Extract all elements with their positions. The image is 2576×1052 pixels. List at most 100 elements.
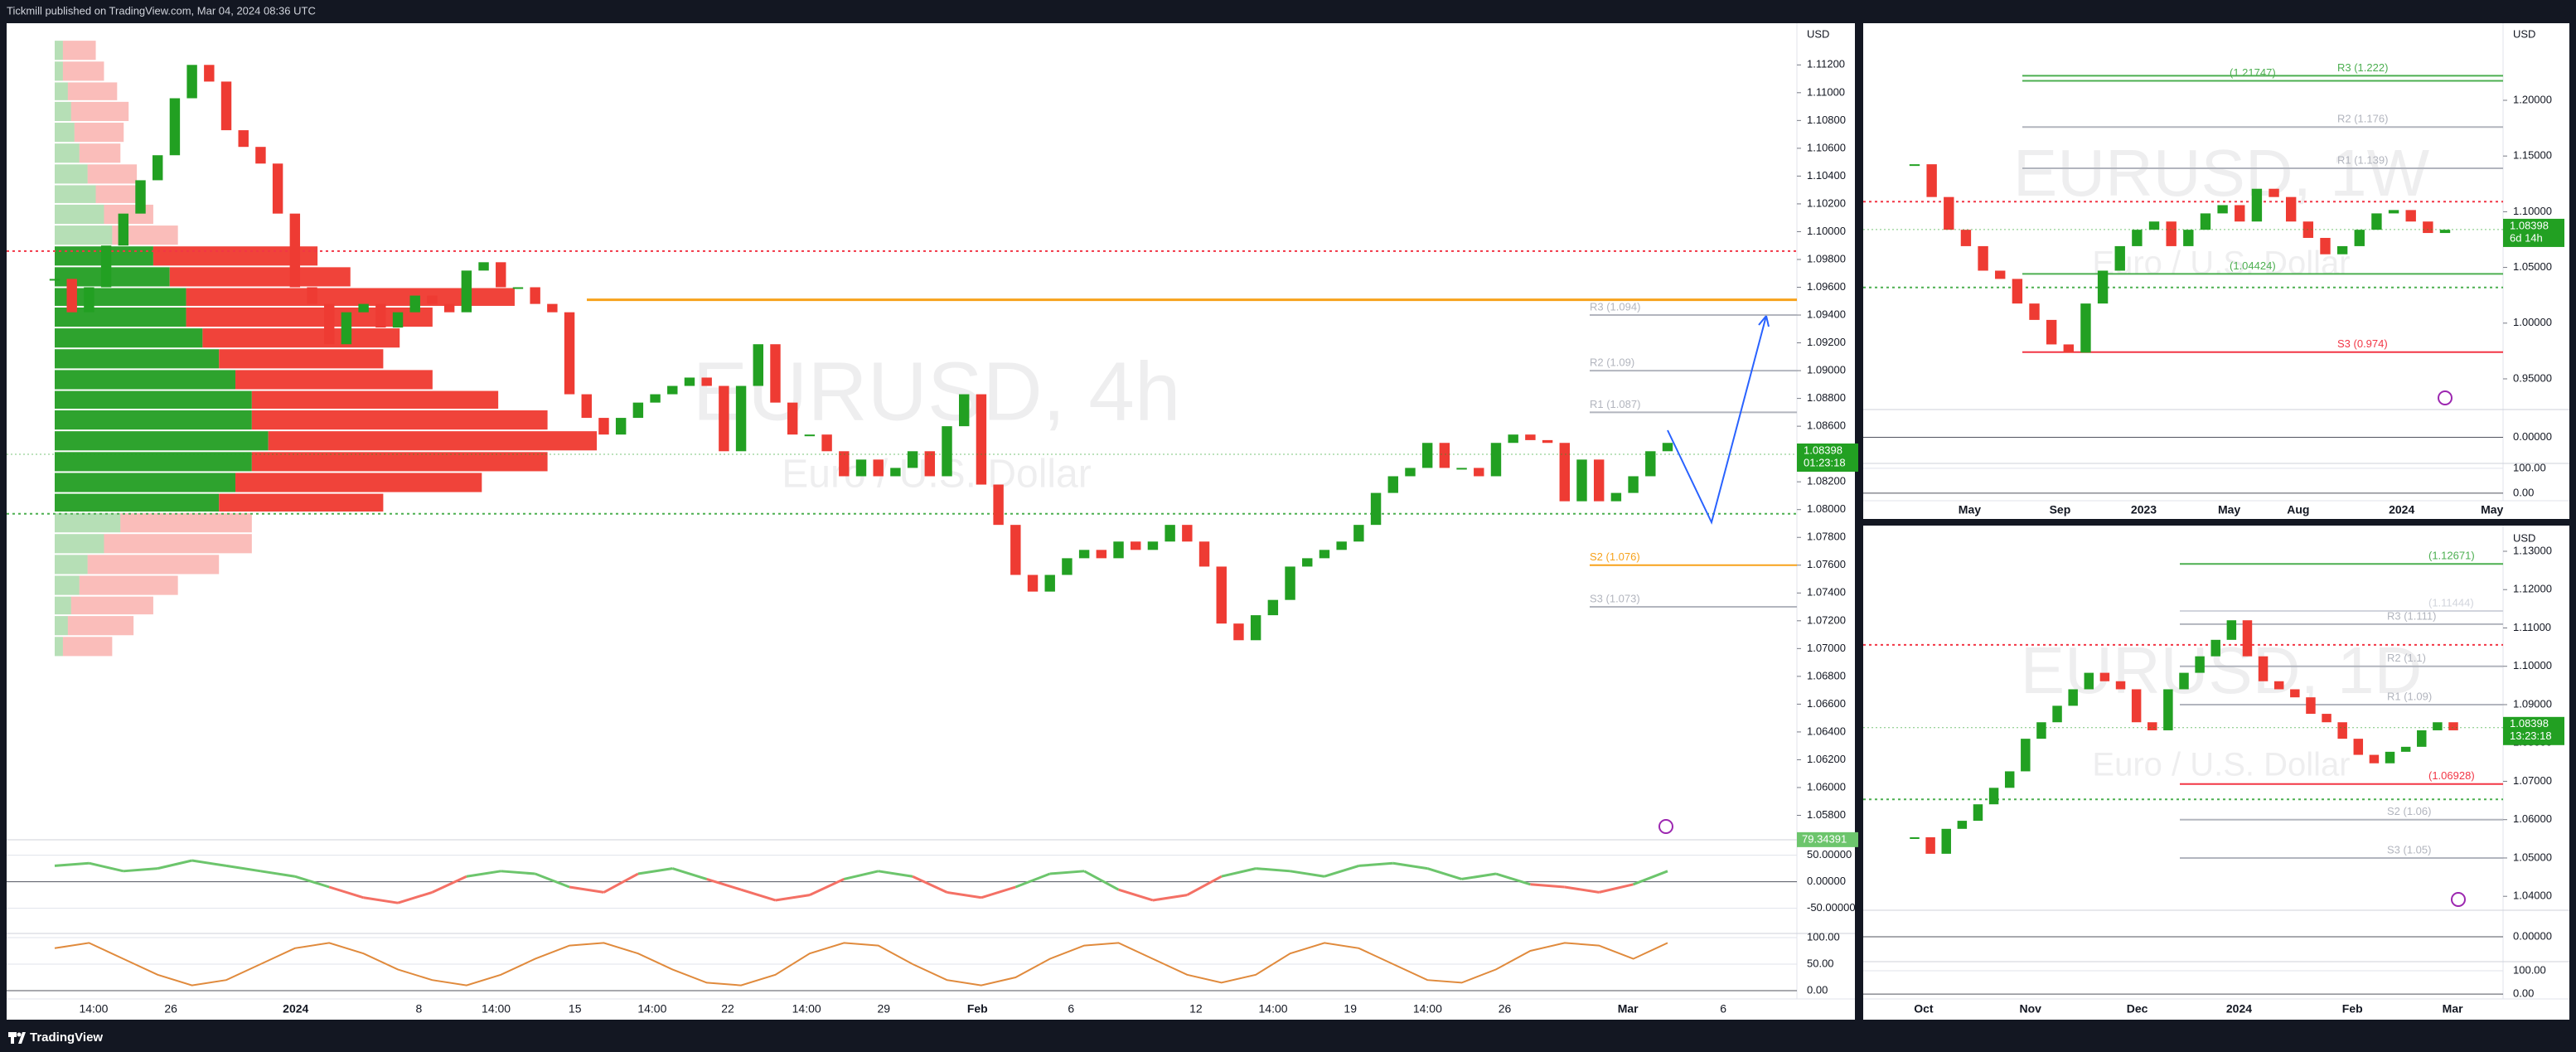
indicator-tick-label: 0.00000	[1807, 875, 1846, 887]
level-label: R2 (1.176)	[2337, 113, 2388, 125]
oscillator-segment	[843, 870, 879, 880]
candle	[770, 344, 781, 403]
y-tick-label: 1.06200	[1807, 753, 1846, 765]
candle	[1909, 164, 1920, 167]
oscillator-segment	[328, 885, 365, 899]
profile-up	[55, 82, 68, 100]
x-tick-label: Feb	[2342, 1002, 2363, 1016]
candle	[753, 344, 763, 386]
candle	[701, 377, 712, 386]
candle	[1353, 525, 1364, 542]
profile-up	[55, 410, 252, 430]
candle	[1131, 541, 1141, 550]
oscillator-segment	[501, 870, 535, 875]
x-tick-label: May	[1959, 503, 1981, 516]
candle	[461, 270, 472, 313]
candle	[684, 377, 695, 386]
y-tick-label: 1.04000	[2513, 890, 2552, 902]
oscillator-segment	[1598, 883, 1634, 894]
candle	[1421, 443, 1433, 468]
oscillator-segment	[466, 870, 501, 878]
y-tick-label: 1.07000	[2513, 774, 2552, 787]
watermark-title: EURUSD, 1D	[2021, 633, 2423, 707]
candle	[1559, 443, 1570, 502]
level-label: R1 (1.087)	[1590, 398, 1640, 410]
candle	[2354, 230, 2365, 246]
y-tick-label: 1.07400	[1807, 586, 1846, 599]
x-tick-label: 22	[721, 1002, 734, 1016]
profile-down	[79, 143, 121, 163]
candle	[581, 394, 592, 419]
candle	[1113, 541, 1124, 559]
y-tick-label: 1.09000	[1807, 364, 1846, 376]
candle	[2068, 689, 2078, 706]
candle	[512, 287, 524, 289]
y-tick-label: 1.06000	[2513, 812, 2552, 825]
oscillator-segment	[1633, 870, 1668, 886]
candle	[238, 130, 249, 148]
candle	[2439, 230, 2451, 234]
profile-down	[79, 575, 178, 595]
x-tick-label: 14:00	[79, 1002, 108, 1016]
y-tick-label: 1.20000	[2513, 93, 2552, 105]
candle	[1988, 788, 1999, 805]
x-tick-label: 14:00	[1259, 1002, 1288, 1016]
candle	[2099, 672, 2110, 681]
candle	[186, 65, 197, 99]
candle	[1490, 443, 1502, 477]
oscillator-segment	[431, 875, 467, 894]
candle	[2004, 771, 2015, 788]
y-tick-label: 1.09400	[1807, 308, 1846, 320]
candle	[907, 451, 918, 468]
watermark-title: EURUSD, 4h	[692, 345, 1180, 438]
candle	[1439, 443, 1450, 468]
candle	[2258, 656, 2269, 681]
profile-up	[55, 473, 236, 492]
candle	[598, 418, 609, 435]
weekly-pane	[1863, 23, 2569, 519]
level-label: R2 (1.09)	[1590, 356, 1634, 369]
countdown: 6d 14h	[2510, 231, 2543, 244]
x-tick-label: Mar	[2443, 1002, 2463, 1016]
logo-part	[18, 1032, 26, 1044]
candle	[2322, 714, 2331, 723]
candle	[2336, 245, 2348, 255]
indicator-tick-label: 0.00	[2513, 987, 2534, 1000]
candle	[2132, 230, 2143, 246]
oscillator-segment	[740, 888, 776, 902]
profile-up	[55, 123, 75, 143]
candle	[1027, 574, 1039, 592]
event-icon	[2451, 892, 2466, 907]
y-tick-label: 1.13000	[2513, 544, 2552, 556]
profile-up	[55, 534, 104, 554]
x-tick-label: 15	[569, 1002, 582, 1016]
watermark-subtitle: Euro / U.S. Dollar	[782, 453, 1091, 497]
candle	[443, 303, 455, 313]
x-tick-label: 14:00	[1413, 1002, 1442, 1016]
level-label: R3 (1.222)	[2337, 61, 2388, 74]
arrow-head	[1758, 315, 1770, 327]
x-tick-label: 26	[164, 1002, 177, 1016]
oscillator-segment	[294, 875, 330, 889]
candle	[375, 303, 386, 328]
oscillator-segment	[1186, 875, 1223, 896]
candle	[1925, 836, 1935, 854]
oscillator-segment	[1324, 864, 1359, 878]
level-label: R2 (1.1)	[2387, 652, 2426, 664]
candle	[49, 279, 61, 281]
charts: EURUSD, 4h Euro / U.S. Dollar USD 1.11200 1.…	[7, 23, 2569, 1016]
oscillator-segment	[1083, 870, 1120, 891]
y-tick-label: 1.11200	[1807, 58, 1845, 70]
candle	[2242, 620, 2253, 657]
candle	[2306, 697, 2316, 715]
event-icon	[2438, 390, 2453, 405]
y-tick-label: 1.08600	[1807, 419, 1846, 432]
candle	[2147, 722, 2157, 730]
candle	[169, 98, 181, 156]
oscillator-segment	[637, 867, 673, 875]
candle	[1405, 468, 1416, 477]
level-label: R1 (1.09)	[2387, 690, 2432, 702]
oscillator-segment	[1461, 872, 1497, 880]
candle	[1078, 550, 1090, 559]
profile-down	[219, 493, 384, 512]
